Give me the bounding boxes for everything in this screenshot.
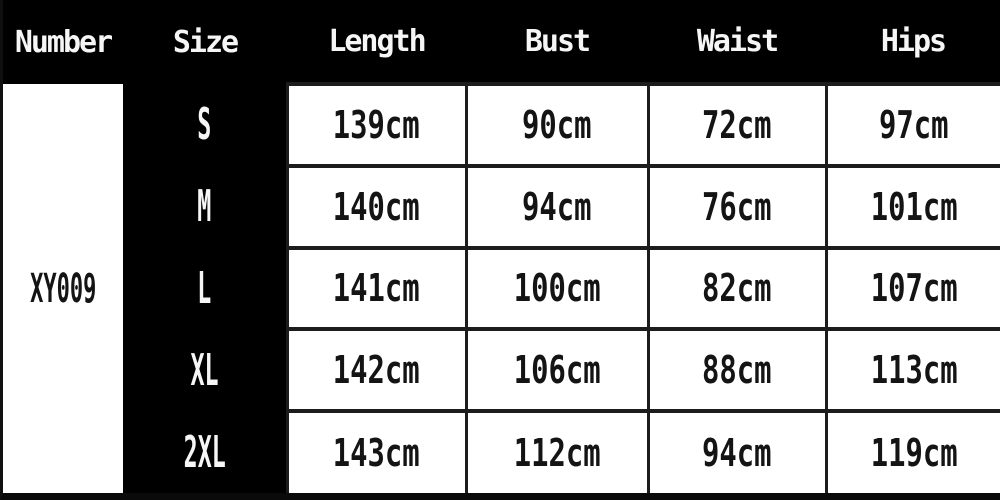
waist-value: 76cm [702,184,772,229]
waist-value: 82cm [702,266,772,311]
length-cell: 142cm [285,327,466,412]
bust-cell: 106cm [464,327,648,412]
hips-value: 119cm [870,431,958,476]
table-row-m: M 140cm 94cm 76cm 101cm [3,163,1000,248]
hips-value: 107cm [870,266,958,311]
waist-cell: 82cm [646,245,826,330]
hips-value: 97cm [878,102,949,147]
waist-cell: 88cm [646,327,826,412]
size-chart-table: Number Size Length Bust Waist Hips XY009… [3,0,1000,493]
size-cell: XL [123,329,287,412]
length-value: 142cm [333,348,420,393]
bust-value: 100cm [513,266,601,311]
header-cell-waist: Waist [648,0,826,84]
waist-value: 72cm [702,102,772,147]
bust-cell: 90cm [464,82,648,166]
bust-cell: 100cm [464,245,648,330]
table-row-xl: XL 142cm 106cm 88cm 113cm [3,327,1000,412]
header-cell-bust: Bust [466,0,648,84]
size-label: XL [190,344,219,396]
waist-cell: 94cm [646,409,826,493]
bust-value: 106cm [513,348,601,393]
bust-value: 90cm [522,102,592,147]
size-label: S [197,99,212,151]
size-cell: L [123,247,287,330]
length-value: 139cm [333,102,420,147]
waist-cell: 76cm [646,163,826,248]
size-label: 2XL [183,426,226,478]
table-row-2xl: 2XL 143cm 112cm 94cm 119cm [3,409,1000,493]
hips-cell: 113cm [824,327,1000,412]
waist-value: 88cm [702,348,772,393]
waist-cell: 72cm [646,82,826,166]
size-label: L [197,262,212,314]
length-cell: 139cm [285,82,466,166]
length-cell: 141cm [285,245,466,330]
hips-cell: 119cm [824,409,1000,493]
table-row-l: L 141cm 100cm 82cm 107cm [3,245,1000,330]
bust-value: 112cm [513,431,601,476]
waist-value: 94cm [702,431,772,476]
size-cell: S [123,84,287,166]
number-value-cell: XY009 [3,84,123,493]
length-cell: 140cm [285,163,466,248]
hips-cell: 107cm [824,245,1000,330]
size-cell: M [123,165,287,248]
header-cell-number: Number [3,0,123,84]
hips-value: 113cm [870,348,958,393]
bust-cell: 112cm [464,409,648,493]
table-body: XY009 S 139cm 90cm 72cm 97cm [3,82,1000,493]
size-label: M [197,181,212,233]
hips-cell: 101cm [824,163,1000,248]
header-row: Number Size Length Bust Waist Hips [3,0,1000,84]
bust-value: 94cm [522,184,592,229]
table-row-s: XY009 S 139cm 90cm 72cm 97cm [3,82,1000,493]
number-value: XY009 [30,265,97,312]
header-cell-length: Length [287,0,466,84]
bust-cell: 94cm [464,163,648,248]
header-cell-size: Size [123,0,287,84]
size-cell: 2XL [123,411,287,493]
length-value: 140cm [333,184,420,229]
hips-cell: 97cm [824,82,1000,166]
header-cell-hips: Hips [826,0,1000,84]
length-value: 141cm [333,266,420,311]
length-cell: 143cm [285,409,466,493]
table-header: Number Size Length Bust Waist Hips [3,0,1000,84]
length-value: 143cm [333,431,420,476]
hips-value: 101cm [870,184,958,229]
